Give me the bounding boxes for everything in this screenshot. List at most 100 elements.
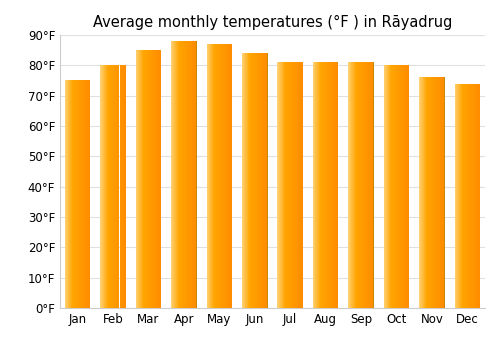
Bar (148, 50, 149, 308)
Bar (136, 50, 137, 308)
Bar (396, 65, 397, 308)
Bar (282, 62, 283, 308)
Bar (112, 65, 113, 308)
Bar (256, 53, 258, 308)
Bar (72, 80, 73, 308)
Bar (186, 41, 187, 308)
Bar (398, 65, 399, 308)
Bar (84, 80, 86, 308)
Bar (392, 65, 394, 308)
Bar (300, 62, 301, 308)
Bar (299, 62, 300, 308)
Bar (208, 44, 209, 308)
Bar (156, 50, 157, 308)
Bar (122, 65, 124, 308)
Bar (214, 44, 215, 308)
Bar (251, 53, 252, 308)
Bar (176, 41, 177, 308)
Bar (139, 50, 140, 308)
Bar (111, 65, 112, 308)
Bar (247, 53, 248, 308)
Bar (262, 53, 263, 308)
Bar (335, 62, 336, 308)
Bar (191, 41, 192, 308)
Bar (425, 77, 426, 308)
Bar (337, 62, 338, 308)
Bar (302, 62, 303, 308)
Bar (255, 53, 256, 308)
Bar (353, 62, 354, 308)
Bar (408, 65, 409, 308)
Bar (436, 77, 437, 308)
Bar (250, 53, 251, 308)
Bar (352, 62, 353, 308)
Bar (69, 80, 70, 308)
Bar (68, 80, 69, 308)
Bar (120, 65, 121, 308)
Bar (316, 62, 318, 308)
Bar (323, 62, 324, 308)
Bar (264, 53, 265, 308)
Bar (430, 77, 431, 308)
Bar (395, 65, 396, 308)
Bar (157, 50, 158, 308)
Bar (361, 62, 362, 308)
Bar (209, 44, 210, 308)
Bar (468, 84, 469, 308)
Bar (286, 62, 287, 308)
Bar (294, 62, 296, 308)
Bar (293, 62, 294, 308)
Bar (213, 44, 214, 308)
Bar (70, 80, 72, 308)
Bar (330, 62, 332, 308)
Bar (471, 84, 472, 308)
Bar (364, 62, 365, 308)
Bar (73, 80, 74, 308)
Bar (107, 65, 108, 308)
Bar (426, 77, 427, 308)
Bar (153, 50, 154, 308)
Bar (178, 41, 179, 308)
Bar (89, 80, 90, 308)
Bar (427, 77, 428, 308)
Bar (431, 77, 432, 308)
Bar (388, 65, 389, 308)
Bar (462, 84, 463, 308)
Bar (245, 53, 246, 308)
Bar (206, 44, 208, 308)
Bar (113, 65, 114, 308)
Bar (171, 41, 172, 308)
Bar (80, 80, 81, 308)
Bar (121, 65, 122, 308)
Bar (424, 77, 425, 308)
Bar (387, 65, 388, 308)
Bar (349, 62, 350, 308)
Bar (181, 41, 182, 308)
Bar (470, 84, 471, 308)
Bar (224, 44, 225, 308)
Bar (173, 41, 174, 308)
Bar (458, 84, 459, 308)
Bar (218, 44, 220, 308)
Bar (160, 50, 162, 308)
Bar (116, 65, 117, 308)
Bar (367, 62, 368, 308)
Bar (110, 65, 111, 308)
Bar (385, 65, 386, 308)
Bar (472, 84, 473, 308)
Bar (464, 84, 466, 308)
Bar (459, 84, 460, 308)
Bar (184, 41, 185, 308)
Bar (350, 62, 351, 308)
Bar (428, 77, 430, 308)
Bar (478, 84, 479, 308)
Bar (461, 84, 462, 308)
Bar (473, 84, 474, 308)
Bar (372, 62, 373, 308)
Bar (394, 65, 395, 308)
Bar (334, 62, 335, 308)
Bar (188, 41, 189, 308)
Bar (442, 77, 444, 308)
Bar (263, 53, 264, 308)
Bar (140, 50, 141, 308)
